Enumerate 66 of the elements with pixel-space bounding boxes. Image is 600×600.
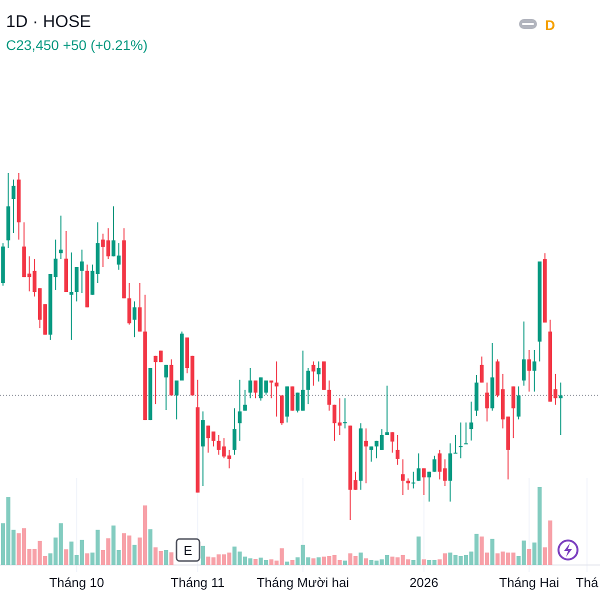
candlestick xyxy=(254,380,258,399)
bar xyxy=(316,557,321,565)
candlestick xyxy=(248,368,252,399)
candlestick xyxy=(416,452,421,482)
bar xyxy=(164,550,168,565)
candlestick xyxy=(385,385,389,436)
candlestick xyxy=(70,252,74,340)
candlestick xyxy=(369,446,374,462)
candlestick xyxy=(532,349,536,392)
candlestick xyxy=(485,382,489,422)
candlestick xyxy=(464,422,468,445)
candlestick xyxy=(396,434,400,466)
bar xyxy=(169,552,174,565)
candlestick xyxy=(327,380,332,412)
candlestick xyxy=(58,215,63,260)
x-tick-label: Tháng Hai xyxy=(499,575,560,590)
candlestick xyxy=(516,386,520,420)
candlestick xyxy=(511,386,516,439)
candlestick xyxy=(427,471,432,502)
candlestick xyxy=(12,179,16,234)
candlestick xyxy=(232,408,236,456)
x-tick-label: Tháng 11 xyxy=(170,575,225,590)
bar xyxy=(132,544,137,565)
bar xyxy=(527,548,532,565)
candlestick xyxy=(243,389,247,412)
candlestick xyxy=(274,360,278,418)
candlestick xyxy=(390,432,394,454)
candlestick xyxy=(312,360,316,386)
candlestick xyxy=(527,349,532,392)
candlestick xyxy=(164,364,168,410)
candlestick xyxy=(480,356,484,384)
bar xyxy=(311,558,316,565)
x-tick-label: Tháng 10 xyxy=(49,575,104,590)
candlestick xyxy=(238,379,242,442)
bar xyxy=(358,552,363,565)
candlestick xyxy=(422,468,426,496)
candlestick xyxy=(174,380,179,420)
candlestick xyxy=(400,458,405,496)
candlestick xyxy=(469,401,474,442)
candlestick xyxy=(343,398,347,429)
candlestick xyxy=(522,321,526,386)
bar xyxy=(490,538,494,565)
candlestick xyxy=(454,434,458,454)
candlestick xyxy=(316,360,321,382)
bar xyxy=(422,559,426,565)
candlestick xyxy=(364,428,368,484)
x-tick-label: 2026 xyxy=(409,575,438,590)
bar xyxy=(85,553,90,565)
bar xyxy=(285,562,290,565)
bar xyxy=(253,558,258,565)
bar xyxy=(148,529,152,565)
bar xyxy=(364,558,368,565)
x-tick-label: Tháng Mười hai xyxy=(256,575,350,590)
candlestick xyxy=(432,455,436,472)
x-tick-label: Thá xyxy=(576,575,599,590)
bar xyxy=(64,549,68,565)
candlestick xyxy=(411,471,416,489)
bar xyxy=(290,560,294,565)
text: D xyxy=(544,17,556,33)
chart-subtitle: C23,450 +50 (+0.21%) xyxy=(6,37,148,53)
candlestick xyxy=(306,368,310,405)
chart-title: 1D · HOSE xyxy=(6,12,92,31)
candlestick xyxy=(132,300,136,338)
bar xyxy=(342,560,348,565)
annotation: E xyxy=(184,543,193,558)
bar xyxy=(200,546,205,565)
